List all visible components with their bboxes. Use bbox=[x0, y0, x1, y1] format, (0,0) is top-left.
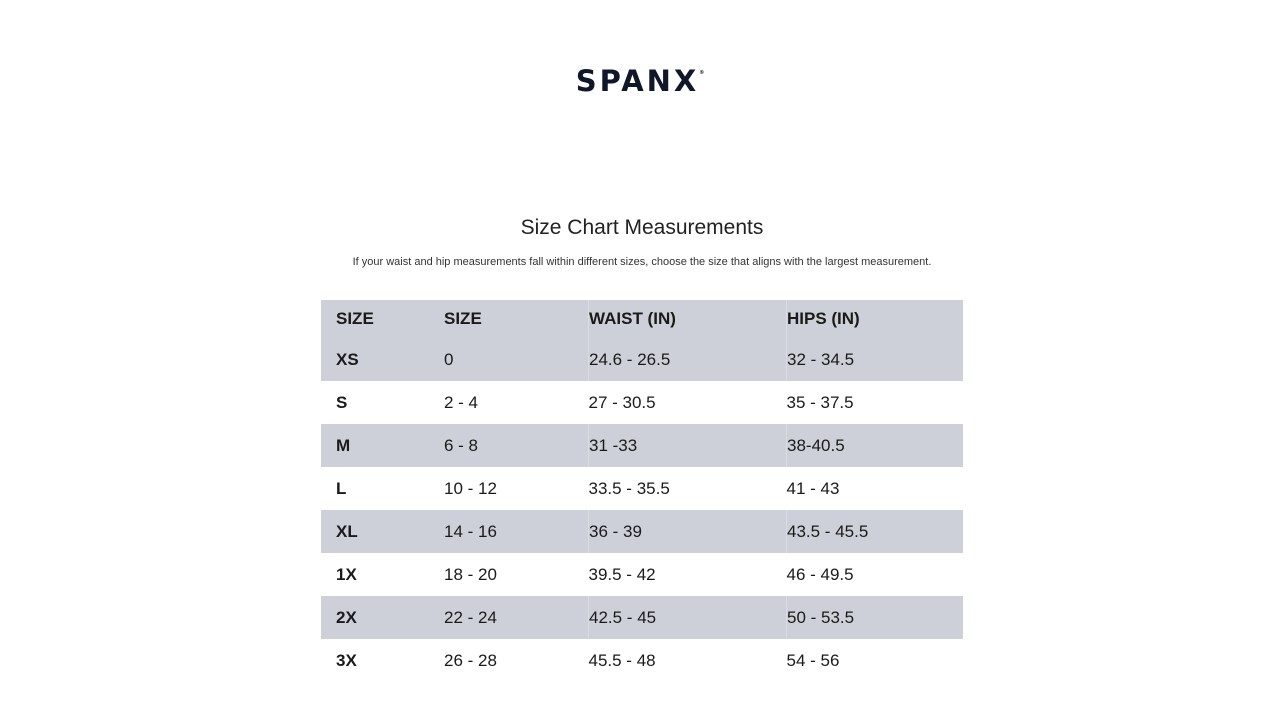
registered-mark: ® bbox=[699, 70, 705, 76]
size-number-cell: 10 - 12 bbox=[444, 478, 497, 498]
size-chart-table: SIZE SIZE WAIST (IN) HIPS (IN) XS 0 24.6 -… bbox=[321, 300, 963, 682]
size-number-cell: 14 - 16 bbox=[444, 521, 497, 541]
size-letter-cell: XL bbox=[336, 521, 358, 541]
table-row: L 10 - 12 33.5 - 35.5 41 - 43 bbox=[321, 467, 963, 510]
spanx-logo: SPANX® bbox=[0, 64, 1280, 98]
table-header-row: SIZE SIZE WAIST (IN) HIPS (IN) bbox=[321, 300, 963, 338]
hips-cell: 54 - 56 bbox=[786, 650, 840, 670]
size-number-cell: 2 - 4 bbox=[444, 392, 479, 412]
size-number-cell: 22 - 24 bbox=[444, 607, 497, 627]
waist-cell: 27 - 30.5 bbox=[588, 392, 656, 412]
size-letter-cell: XS bbox=[336, 349, 359, 369]
waist-cell: 39.5 - 42 bbox=[588, 564, 656, 584]
hips-cell: 50 - 53.5 bbox=[786, 596, 963, 639]
hips-cell: 32 - 34.5 bbox=[786, 338, 963, 381]
size-letter-cell: L bbox=[336, 478, 347, 498]
header-hips: HIPS (IN) bbox=[786, 300, 963, 338]
waist-cell: 33.5 - 35.5 bbox=[588, 478, 670, 498]
header-size-letter: SIZE bbox=[336, 309, 374, 328]
table-row: S 2 - 4 27 - 30.5 35 - 37.5 bbox=[321, 381, 963, 424]
table-row: 2X 22 - 24 42.5 - 45 50 - 53.5 bbox=[321, 596, 963, 639]
size-number-cell: 0 bbox=[444, 349, 454, 369]
logo-text: SPANX bbox=[575, 64, 700, 98]
waist-cell: 31 -33 bbox=[588, 424, 787, 467]
table-row: 3X 26 - 28 45.5 - 48 54 - 56 bbox=[321, 639, 963, 682]
hips-cell: 41 - 43 bbox=[786, 478, 840, 498]
size-letter-cell: 2X bbox=[336, 607, 357, 627]
size-letter-cell: 3X bbox=[336, 650, 357, 670]
header-waist: WAIST (IN) bbox=[588, 300, 787, 338]
table-row: XL 14 - 16 36 - 39 43.5 - 45.5 bbox=[321, 510, 963, 553]
size-letter-cell: M bbox=[336, 435, 351, 455]
hips-cell: 38-40.5 bbox=[786, 424, 963, 467]
page-title: Size Chart Measurements bbox=[520, 216, 764, 239]
table-row: M 6 - 8 31 -33 38-40.5 bbox=[321, 424, 963, 467]
waist-cell: 24.6 - 26.5 bbox=[588, 338, 787, 381]
size-letter-cell: 1X bbox=[336, 564, 357, 584]
size-number-cell: 18 - 20 bbox=[444, 564, 497, 584]
size-number-cell: 26 - 28 bbox=[444, 650, 497, 670]
page-subtitle: If your waist and hip measurements fall … bbox=[352, 256, 932, 268]
waist-cell: 36 - 39 bbox=[588, 510, 787, 553]
size-number-cell: 6 - 8 bbox=[444, 435, 479, 455]
hips-cell: 46 - 49.5 bbox=[786, 564, 854, 584]
hips-cell: 35 - 37.5 bbox=[786, 392, 854, 412]
waist-cell: 45.5 - 48 bbox=[588, 650, 656, 670]
hips-cell: 43.5 - 45.5 bbox=[786, 510, 963, 553]
waist-cell: 42.5 - 45 bbox=[588, 596, 787, 639]
size-letter-cell: S bbox=[336, 392, 348, 412]
header-size-number: SIZE bbox=[444, 309, 482, 328]
table-row: XS 0 24.6 - 26.5 32 - 34.5 bbox=[321, 338, 963, 381]
table-row: 1X 18 - 20 39.5 - 42 46 - 49.5 bbox=[321, 553, 963, 596]
